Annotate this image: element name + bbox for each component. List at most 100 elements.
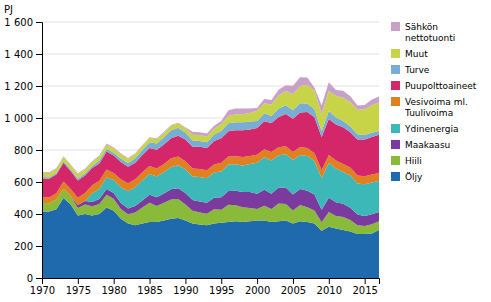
legend-swatch <box>391 65 400 74</box>
y-tick-mark <box>36 118 42 119</box>
plot: 1970197519801985199019952000200520102015… <box>4 17 379 296</box>
x-tick-mark <box>365 278 366 284</box>
y-tick-label: 1 400 <box>4 49 33 60</box>
legend-label-line: Ydinenergia <box>404 124 458 134</box>
legend-label-line: Tuulivoima <box>404 108 453 118</box>
legend-label-line: Puupolttoaineet <box>405 81 477 91</box>
x-tick-mark <box>78 278 79 284</box>
legend: Sähkönnettotuonti Muut Turve Puupolttoainee… <box>391 22 477 182</box>
legend-label-line: Vesivoima ml. <box>405 97 468 107</box>
x-tick: 1995 <box>209 278 234 296</box>
y-tick-label: 1 200 <box>4 81 33 92</box>
legend-item: Hiili <box>391 156 422 166</box>
x-tick-label: 1975 <box>66 285 91 296</box>
legend-item: Maakaasu <box>391 140 450 150</box>
area <box>42 112 379 198</box>
legend-item: Sähkönnettotuonti <box>391 22 455 43</box>
legend-item: Turve <box>391 65 430 75</box>
legend-label-line: nettotuonti <box>405 33 455 43</box>
y-tick: 1 200 <box>4 81 42 92</box>
y-tick-mark <box>36 214 42 215</box>
legend-label-line: Sähkön <box>405 22 438 32</box>
x-tick-label: 1990 <box>173 285 198 296</box>
legend-label: Puupolttoaineet <box>405 81 477 91</box>
y-tick-label: 0 <box>27 273 33 284</box>
x-tick: 2005 <box>281 278 306 296</box>
legend-label-line: Maakaasu <box>405 140 450 150</box>
legend-swatch <box>391 140 400 149</box>
x-tick-label: 2015 <box>352 285 377 296</box>
x-tick-label: 2000 <box>245 285 270 296</box>
legend-swatch <box>391 22 400 31</box>
y-tick-mark <box>36 54 42 55</box>
x-tick-label: 1995 <box>209 285 234 296</box>
y-tick-label: 1 600 <box>4 17 33 28</box>
y-tick-label: 200 <box>14 241 33 252</box>
legend-label: Maakaasu <box>405 140 450 150</box>
x-tick: 2015 <box>352 278 377 296</box>
legend-label-line: Turve <box>404 65 430 75</box>
legend-label: Turve <box>404 65 430 75</box>
x-tick: 1975 <box>66 278 91 296</box>
x-tick-mark <box>293 278 294 284</box>
area <box>42 103 379 180</box>
y-tick: 1 600 <box>4 17 42 28</box>
legend-label: Ydinenergia <box>404 124 458 134</box>
y-tick-mark <box>36 22 42 23</box>
y-tick: 600 <box>14 177 42 188</box>
x-tick-label: 1970 <box>30 285 55 296</box>
legend-label: Hiili <box>405 156 422 166</box>
legend-label: Öljy <box>405 172 423 182</box>
areas <box>42 77 379 278</box>
x-tick-mark <box>114 278 115 284</box>
grid-line <box>42 54 379 55</box>
legend-label-line: Öljy <box>405 172 423 182</box>
y-tick-label: 1 000 <box>4 113 33 124</box>
x-tick-mark <box>329 278 330 284</box>
x-tick-mark <box>221 278 222 284</box>
x-tick-label: 2005 <box>281 285 306 296</box>
grid <box>42 22 379 278</box>
x-tick-label: 1985 <box>137 285 162 296</box>
legend-label: Vesivoima ml.Tuulivoima <box>404 97 468 118</box>
y-tick-label: 600 <box>14 177 33 188</box>
y-tick-mark <box>36 86 42 87</box>
x-tick-mark <box>150 278 151 284</box>
y-tick-mark <box>36 278 42 279</box>
y-tick: 1 000 <box>4 113 42 124</box>
y-tick: 200 <box>14 241 42 252</box>
y-axis-line <box>36 23 43 279</box>
x-axis: 1970 1975 1980 1985 1990 1995 2000 2005 2010 2015 <box>30 278 380 296</box>
y-tick-label: 400 <box>14 209 33 220</box>
y-tick-mark <box>36 246 42 247</box>
legend-swatch <box>391 97 400 106</box>
x-tick: 1980 <box>101 278 126 296</box>
area <box>42 77 379 174</box>
legend-label-line: Hiili <box>405 156 422 166</box>
legend-item: Öljy <box>391 172 423 182</box>
y-tick-mark <box>36 182 42 183</box>
legend-label: Muut <box>405 49 428 59</box>
legend-item: Ydinenergia <box>391 124 458 134</box>
legend-label: Sähkönnettotuonti <box>405 22 455 43</box>
grid-line <box>42 22 379 23</box>
legend-swatch <box>391 124 400 133</box>
x-tick: 1990 <box>173 278 198 296</box>
x-axis-line <box>43 279 380 285</box>
y-tick: 0 <box>27 273 42 284</box>
legend-swatch <box>391 81 400 90</box>
legend-label-line: Muut <box>405 49 428 59</box>
chart: 1970197519801985199019952000200520102015… <box>0 0 491 302</box>
y-tick: 800 <box>14 145 42 156</box>
y-axis: 0 200 400 600 800 1 000 1 200 1 400 1 600 <box>4 17 42 284</box>
y-tick: 1 400 <box>4 49 42 60</box>
y-tick: 400 <box>14 209 42 220</box>
x-tick-label: 2010 <box>317 285 342 296</box>
y-tick-label: 800 <box>14 145 33 156</box>
x-tick: 2000 <box>245 278 270 296</box>
x-tick-label: 1980 <box>101 285 126 296</box>
x-tick: 1970 <box>30 278 55 296</box>
legend-swatch <box>391 49 400 58</box>
x-tick-mark <box>257 278 258 284</box>
legend-swatch <box>391 156 400 165</box>
